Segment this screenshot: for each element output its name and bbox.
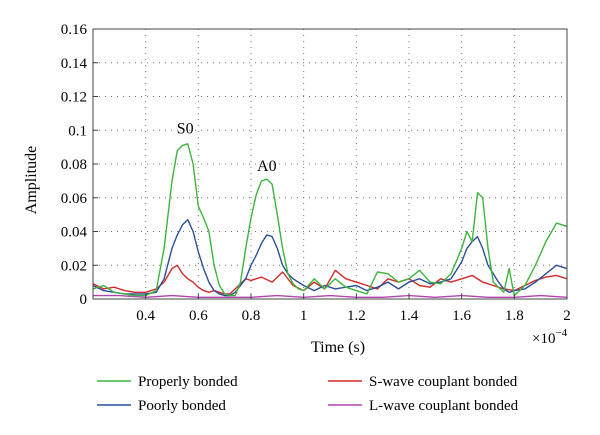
x-tick-label: 0.6 <box>189 308 208 324</box>
series-line-poorly-bonded <box>92 218 568 297</box>
y-tick-label: 0.04 <box>61 225 88 241</box>
legend-label-l-wave-couplant-bonded: L-wave couplant bonded <box>369 398 519 414</box>
peak-annotations: S0 A0 <box>177 121 277 175</box>
series-line-properly-bonded <box>92 143 568 297</box>
x-tick-label: 0.4 <box>136 308 155 324</box>
axis-ticks: 0.4 0.6 0.8 1 1.2 1.4 1.6 1.8 2 0 0.02 0.04 0.06 0.08… <box>61 22 571 324</box>
x-tick-label: 1.2 <box>347 308 366 324</box>
x-tick-label: 1.4 <box>400 308 419 324</box>
grid-lines <box>93 29 567 299</box>
legend-label-s-wave-couplant-bonded: S-wave couplant bonded <box>369 374 518 390</box>
x-exponent-label: ×10−4 <box>532 327 568 347</box>
x-tick-label: 0.8 <box>242 308 261 324</box>
y-tick-label: 0.16 <box>61 22 88 38</box>
series-layer <box>92 143 568 298</box>
y-tick-label: 0.06 <box>61 191 88 207</box>
y-tick-label: 0.08 <box>61 157 87 173</box>
x-exponent-power: −4 <box>555 327 567 339</box>
y-tick-label: 0.14 <box>61 56 88 72</box>
legend: Properly bonded Poorly bonded S-wave coupl… <box>97 374 519 414</box>
y-tick-label: 0.02 <box>61 258 87 274</box>
x-tick-label: 1.6 <box>452 308 471 324</box>
series-line-s-wave-couplant-bonded <box>92 264 568 295</box>
legend-label-poorly-bonded: Poorly bonded <box>138 398 226 414</box>
peak-label: S0 <box>177 121 194 138</box>
x-tick-label: 2 <box>563 308 571 324</box>
x-axis-label: Time (s) <box>311 339 365 356</box>
legend-label-properly-bonded: Properly bonded <box>138 374 238 390</box>
x-tick-label: 1 <box>300 308 308 324</box>
y-tick-label: 0.12 <box>61 90 87 106</box>
y-tick-label: 0.1 <box>68 123 87 139</box>
x-tick-label: 1.8 <box>505 308 524 324</box>
peak-label: A0 <box>257 158 277 175</box>
y-axis-label: Amplitude <box>23 146 40 214</box>
series-line-l-wave-couplant-bonded <box>93 294 568 298</box>
x-exponent-base: ×10 <box>532 331 555 347</box>
y-tick-label: 0 <box>80 292 88 308</box>
